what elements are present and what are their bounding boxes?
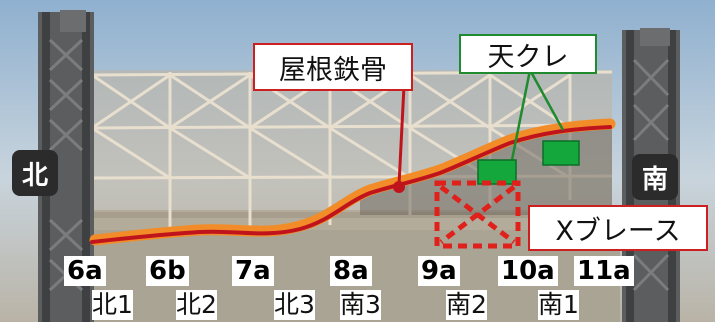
side-label: 南3: [340, 290, 381, 320]
x-brace-marker: [434, 180, 521, 249]
north-label: 北: [21, 160, 48, 191]
side-label: 北2: [176, 290, 217, 320]
crane-pointer-1: [510, 69, 532, 161]
bay-label: 8a: [330, 256, 372, 286]
crane-pointer-2: [528, 69, 565, 131]
roof-steel-callout: 屋根鉄骨: [253, 43, 413, 91]
bay-label: 7a: [232, 256, 274, 286]
bay-label: 11a: [574, 256, 634, 286]
crane-marker-1: [477, 159, 517, 185]
side-label: 北1: [92, 290, 133, 320]
side-label: 北3: [274, 290, 315, 320]
south-badge: 南: [632, 154, 678, 200]
crane-callout: 天クレ: [459, 34, 597, 74]
bay-label: 6a: [64, 256, 106, 286]
side-label: 南1: [538, 290, 579, 320]
x-brace-callout: Xブレース: [528, 205, 708, 251]
x-brace-label: Xブレース: [555, 215, 681, 247]
bay-label: 10a: [498, 256, 558, 286]
debris-outline: [90, 125, 612, 244]
crane-label: 天クレ: [487, 41, 569, 73]
roof-steel-pointer: [397, 85, 406, 186]
roof-steel-label: 屋根鉄骨: [279, 54, 387, 86]
bay-label: 6b: [146, 256, 189, 286]
south-label: 南: [641, 164, 668, 195]
north-badge: 北: [12, 150, 58, 196]
crane-marker-2: [542, 140, 580, 166]
roof-steel-dot: [393, 181, 405, 193]
side-label: 南2: [446, 290, 487, 320]
bay-label: 9a: [418, 256, 460, 286]
